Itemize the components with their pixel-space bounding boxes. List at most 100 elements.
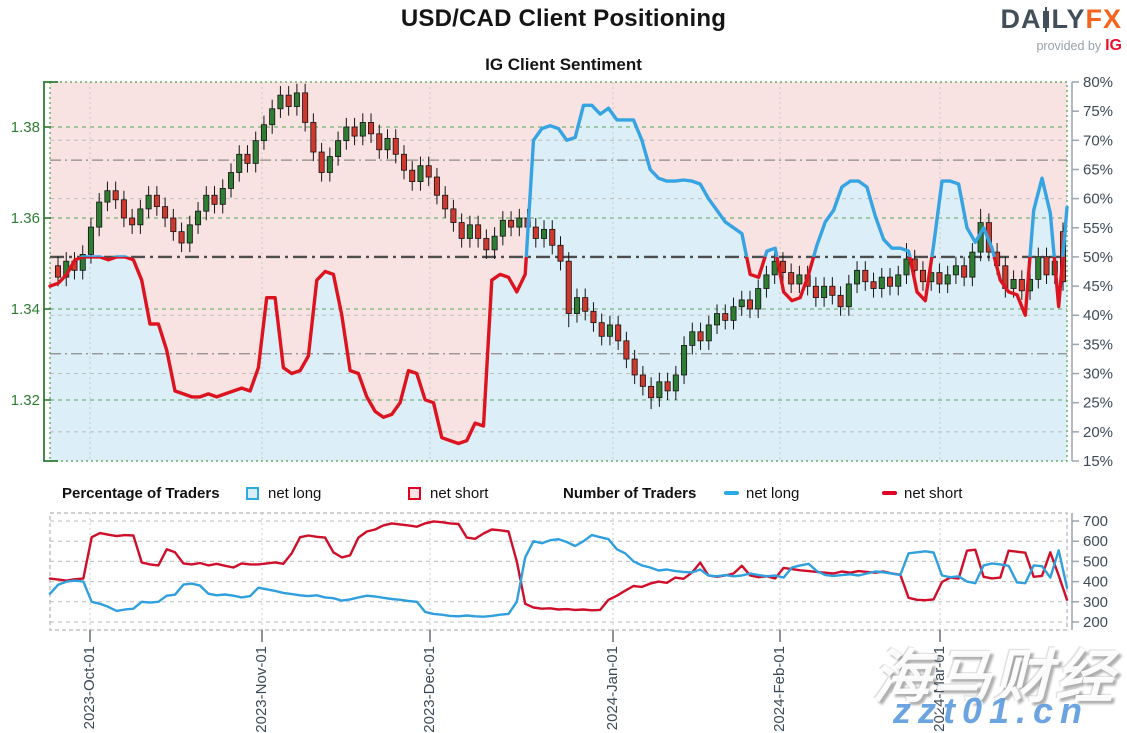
- upper-gridlines: [49, 81, 1068, 462]
- candle-body: [952, 265, 959, 276]
- candle-body: [318, 151, 325, 173]
- watermark-site-text: zzt01.cn: [893, 690, 1090, 731]
- price-axis-label: 1.34: [11, 301, 40, 318]
- candle-body: [153, 194, 160, 208]
- candle-body: [763, 274, 770, 289]
- candle-body: [549, 228, 556, 246]
- ig-logo: IG: [1105, 37, 1122, 54]
- candle-body: [598, 322, 605, 337]
- legend-label-num-net-short: net short: [904, 484, 963, 502]
- legend-group-number: Number of Traders: [563, 484, 697, 502]
- provided-by-text: provided by: [1036, 39, 1102, 53]
- candle-body: [442, 194, 449, 210]
- candle-body: [639, 374, 646, 387]
- pct-axis-label: 30%: [1083, 366, 1113, 383]
- candle-body: [936, 272, 943, 285]
- price-axis-label: 1.38: [11, 119, 40, 136]
- candle-body: [277, 94, 284, 110]
- candle-body: [755, 288, 762, 310]
- candle-body: [458, 222, 465, 239]
- pct-axis-label: 60%: [1083, 191, 1113, 208]
- x-tick-label: 2023-Oct-01: [81, 646, 98, 730]
- candle-body: [738, 299, 745, 308]
- candle-body: [285, 94, 292, 107]
- candle-body: [417, 165, 424, 183]
- candle-body: [170, 217, 177, 233]
- legend-label-num-net-long: net long: [746, 484, 800, 502]
- dailyfx-wordmark: DA LYFX: [1000, 6, 1122, 33]
- candle-body: [120, 199, 127, 219]
- candle-body: [260, 124, 267, 142]
- net-long-percentage-line: [48, 103, 1069, 446]
- candle-body: [351, 126, 358, 137]
- legend-swatch-net-long: [246, 476, 259, 510]
- legend-dash-net-short: [882, 476, 897, 510]
- logo-text-da: DA: [1000, 4, 1042, 34]
- x-tick-label: 2023-Nov-01: [253, 646, 270, 733]
- count-axis-label: 700: [1083, 513, 1108, 530]
- sentiment-line-red: [48, 256, 1065, 446]
- candle-body: [178, 231, 185, 244]
- candle-body: [87, 226, 94, 255]
- net-short-line-icon: [882, 491, 897, 495]
- traders-line-net-short: [48, 520, 1069, 612]
- candle-body: [499, 219, 506, 237]
- candle-body: [96, 201, 103, 228]
- candle-body: [672, 374, 679, 392]
- candle-body: [236, 153, 243, 173]
- upper-plot-border: [49, 81, 1068, 462]
- pct-axis-label: 55%: [1083, 220, 1113, 237]
- candle-body: [812, 285, 819, 299]
- pct-axis-label: 70%: [1083, 132, 1113, 149]
- net-long-area: [50, 105, 1067, 462]
- candle-body: [79, 253, 86, 271]
- x-tick-label: 2023-Dec-01: [421, 646, 438, 733]
- candle-body: [310, 122, 317, 153]
- sentiment-line-blue: [78, 103, 1069, 257]
- candle-body: [376, 133, 383, 151]
- legend: Percentage of Traders net long net short…: [0, 476, 1127, 510]
- legend-group-percentage: Percentage of Traders: [62, 484, 220, 502]
- candle-body: [55, 265, 62, 278]
- candle-body: [664, 381, 671, 392]
- candle-body: [491, 235, 498, 251]
- candle-body: [714, 313, 721, 326]
- candle-body: [648, 385, 655, 399]
- price-axis-label: 1.36: [11, 210, 40, 227]
- candle-body: [368, 122, 375, 135]
- usdcad-candlesticks: [55, 83, 1067, 410]
- pct-axis-label: 20%: [1083, 424, 1113, 441]
- candle-body: [104, 190, 111, 203]
- price-axis-line: [43, 81, 58, 462]
- count-axis-label: 200: [1083, 614, 1108, 631]
- candle-body: [919, 269, 926, 283]
- candle-body: [475, 224, 482, 239]
- candle-body: [516, 217, 523, 228]
- candle-body: [582, 297, 589, 312]
- x-tick-label: 2024-Feb-01: [771, 646, 788, 732]
- candle-body: [211, 194, 218, 205]
- candle-body: [771, 260, 778, 276]
- legend-dash-net-long: [724, 476, 739, 510]
- candle-body: [433, 176, 440, 196]
- candle-body: [252, 140, 259, 164]
- pct-axis-label: 25%: [1083, 395, 1113, 412]
- candle-body: [656, 381, 663, 399]
- candle-body: [565, 260, 572, 314]
- pct-axis-label: 80%: [1083, 74, 1113, 91]
- candle-body: [1010, 279, 1017, 289]
- count-axis-label: 500: [1083, 553, 1108, 570]
- candle-body: [293, 92, 300, 107]
- candle-body: [837, 294, 844, 308]
- provided-by-line: provided by IG: [1000, 38, 1122, 54]
- candle-body: [969, 251, 976, 278]
- candle-body: [466, 224, 473, 239]
- logo-text-fx: FX: [1085, 4, 1122, 34]
- candle-body: [697, 331, 704, 342]
- candle-body: [129, 217, 136, 226]
- pct-axis-label: 15%: [1083, 453, 1113, 470]
- candle-body: [854, 269, 861, 285]
- page-title: USD/CAD Client Positioning: [400, 5, 727, 32]
- candle-body: [227, 172, 234, 189]
- candle-body: [112, 190, 119, 201]
